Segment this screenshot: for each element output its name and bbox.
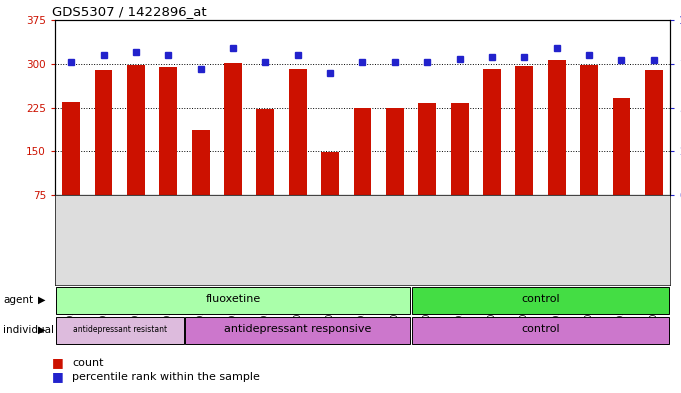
Bar — [257, 109, 274, 239]
Bar — [483, 69, 501, 239]
Bar — [62, 102, 80, 239]
Bar — [192, 130, 210, 239]
Bar — [56, 286, 411, 314]
Bar — [289, 69, 306, 239]
Text: antidepressant responsive: antidepressant responsive — [224, 324, 371, 334]
Text: GDS5307 / 1422896_at: GDS5307 / 1422896_at — [52, 5, 206, 18]
Text: antidepressant resistant: antidepressant resistant — [73, 325, 167, 334]
Text: percentile rank within the sample: percentile rank within the sample — [72, 372, 260, 382]
Bar — [56, 316, 184, 343]
Text: agent: agent — [3, 295, 33, 305]
Bar — [127, 66, 145, 239]
Text: individual: individual — [3, 325, 54, 335]
Text: ■: ■ — [52, 371, 63, 384]
Bar — [516, 66, 533, 239]
Text: ■: ■ — [52, 356, 63, 369]
Text: ▶: ▶ — [38, 325, 46, 335]
Bar — [224, 62, 242, 239]
Bar — [412, 286, 669, 314]
Text: control: control — [521, 294, 560, 305]
Bar — [451, 103, 469, 239]
Bar — [321, 152, 339, 239]
Text: ▶: ▶ — [38, 295, 46, 305]
Text: count: count — [72, 358, 104, 368]
Text: fluoxetine: fluoxetine — [206, 294, 261, 305]
Bar — [580, 65, 598, 239]
Text: control: control — [521, 324, 560, 334]
Bar — [612, 97, 631, 239]
Bar — [548, 60, 566, 239]
Bar — [412, 316, 669, 343]
Bar — [418, 103, 436, 239]
Bar — [353, 108, 371, 239]
Bar — [95, 70, 112, 239]
Bar — [185, 316, 411, 343]
Bar — [159, 67, 177, 239]
Bar — [386, 108, 404, 239]
Bar — [645, 70, 663, 239]
